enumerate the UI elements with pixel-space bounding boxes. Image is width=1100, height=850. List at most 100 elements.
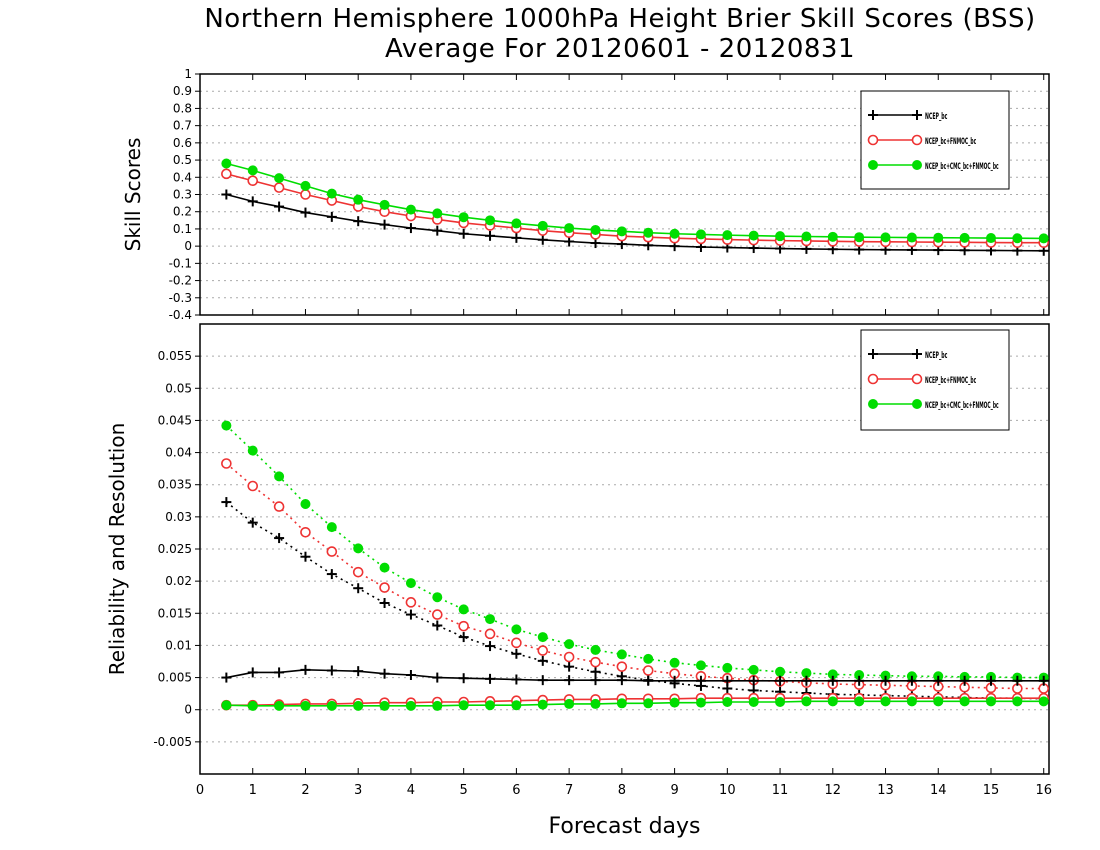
data-point — [880, 232, 891, 243]
data-point — [458, 700, 469, 711]
data-point — [511, 700, 522, 711]
data-point — [669, 657, 680, 668]
series-1 — [221, 189, 1049, 256]
data-point — [511, 624, 522, 635]
data-point — [379, 700, 390, 711]
data-point — [933, 696, 944, 707]
chart-subtitle: Average For 20120601 - 20120831 — [384, 34, 855, 64]
data-point — [722, 697, 733, 707]
series-2 — [221, 458, 1050, 694]
x-tick-label: 15 — [983, 783, 1000, 798]
data-point — [432, 592, 443, 603]
data-point — [722, 230, 733, 241]
data-point — [537, 645, 549, 656]
legend-marker — [912, 160, 922, 170]
plot-frame — [199, 323, 1050, 775]
data-point — [616, 226, 627, 237]
data-point — [801, 231, 812, 242]
data-point — [485, 215, 496, 226]
data-point — [616, 649, 627, 660]
data-point — [405, 700, 416, 711]
y-tick-label: 0.04 — [165, 446, 192, 460]
plot-frame — [199, 73, 1050, 316]
data-point — [880, 696, 891, 707]
data-point — [274, 700, 285, 711]
data-point — [485, 700, 496, 711]
data-point — [274, 173, 285, 184]
data-point — [906, 232, 917, 243]
legend-label: NCEP_bc+CMC_bc+FNMOC_bc — [925, 401, 999, 411]
data-point — [564, 698, 575, 709]
x-tick-label: 0 — [196, 783, 204, 798]
data-point — [775, 666, 786, 677]
data-point — [247, 480, 259, 492]
data-point — [537, 220, 548, 231]
data-point — [247, 445, 258, 456]
data-point — [590, 698, 601, 709]
y-tick-label: 0.1 — [173, 222, 192, 236]
data-point — [405, 597, 417, 608]
x-tick-label: 16 — [1035, 783, 1052, 798]
data-point — [643, 698, 654, 709]
x-tick-label: 7 — [565, 783, 573, 798]
legend-label: NCEP_bc+FNMOC_bc — [925, 376, 976, 386]
data-point — [431, 609, 443, 620]
data-point — [590, 224, 601, 235]
data-point — [775, 231, 786, 242]
series-1 — [221, 497, 1049, 704]
data-point — [775, 697, 786, 707]
legend-marker — [868, 160, 878, 170]
data-point — [379, 199, 390, 210]
series-3 — [221, 158, 1049, 244]
x-tick-label: 13 — [877, 783, 894, 798]
data-point — [273, 501, 285, 512]
data-point — [722, 662, 733, 673]
data-point — [537, 632, 548, 643]
data-point — [616, 661, 628, 672]
y-tick-label: 0.2 — [173, 205, 192, 219]
y-tick-label: -0.1 — [169, 256, 192, 270]
y-tick-label: 0.005 — [158, 671, 192, 685]
data-point — [590, 644, 601, 655]
data-point — [695, 697, 706, 708]
data-point — [801, 696, 812, 707]
data-point — [300, 499, 311, 509]
series-line — [226, 669, 1044, 682]
panel-2: -0.005 0 0.005 0.01 0.015 0.02 0.025 0.03 0.035 0… — [105, 323, 1052, 839]
data-point — [379, 582, 390, 593]
data-point — [1012, 233, 1023, 244]
data-point — [221, 158, 232, 169]
x-tick-label: 8 — [618, 783, 626, 798]
data-point — [247, 165, 258, 176]
data-point — [221, 700, 232, 711]
data-point — [748, 664, 759, 675]
data-point — [300, 700, 311, 711]
x-tick-label: 5 — [460, 783, 468, 798]
x-tick-label: 12 — [825, 783, 842, 798]
data-point — [511, 637, 522, 649]
data-point — [669, 697, 680, 708]
data-point — [985, 696, 996, 707]
y-tick-label: 0 — [184, 239, 192, 253]
legend-marker — [868, 399, 878, 409]
data-point — [405, 204, 416, 215]
series-line — [225, 462, 1044, 690]
data-point — [458, 212, 469, 223]
data-point — [643, 653, 654, 664]
data-point — [1038, 696, 1049, 707]
data-point — [300, 526, 311, 538]
y-tick-label: 0.05 — [165, 381, 192, 395]
data-point — [405, 578, 416, 589]
y-tick-label: -0.005 — [153, 735, 192, 749]
y-tick-label: 0.7 — [173, 119, 192, 133]
data-point — [933, 232, 944, 243]
data-point — [854, 696, 865, 707]
y-tick-label: 0.3 — [173, 188, 192, 202]
legend-box — [860, 329, 1010, 431]
y-tick-label: 0.5 — [173, 153, 192, 167]
data-point — [537, 699, 548, 710]
data-point — [273, 182, 285, 193]
data-point — [326, 546, 338, 557]
data-point — [1012, 696, 1023, 707]
